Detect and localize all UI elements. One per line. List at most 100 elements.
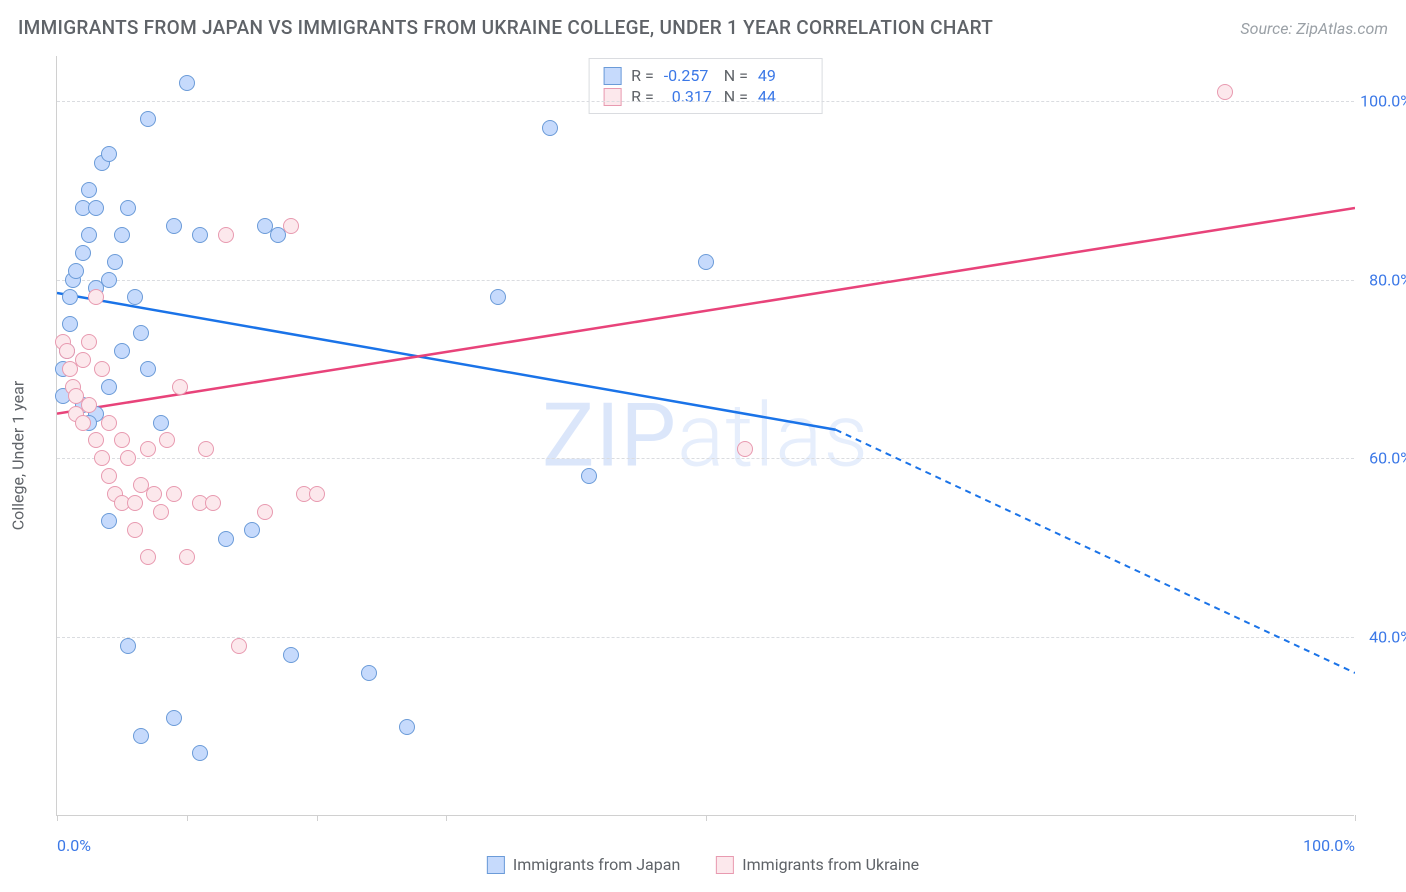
- r-label: R =: [631, 66, 654, 85]
- point-ukraine: [283, 218, 299, 234]
- point-japan: [133, 325, 149, 341]
- point-japan: [399, 719, 415, 735]
- point-japan: [140, 111, 156, 127]
- swatch-ukraine: [603, 88, 621, 106]
- point-ukraine: [59, 343, 75, 359]
- n-label: N =: [724, 87, 748, 106]
- point-ukraine: [88, 432, 104, 448]
- r-label: R =: [631, 87, 654, 106]
- point-ukraine: [127, 522, 143, 538]
- point-ukraine: [81, 334, 97, 350]
- series-legend: Immigrants from Japan Immigrants from Uk…: [487, 855, 919, 874]
- swatch-japan: [603, 67, 621, 85]
- point-ukraine: [101, 468, 117, 484]
- point-ukraine: [94, 450, 110, 466]
- point-japan: [101, 379, 117, 395]
- n-value-japan: 49: [758, 66, 808, 85]
- watermark-thin: atlas: [677, 384, 869, 487]
- point-japan: [361, 665, 377, 681]
- point-ukraine: [205, 495, 221, 511]
- x-tick: [317, 815, 318, 821]
- point-ukraine: [140, 549, 156, 565]
- point-japan: [107, 254, 123, 270]
- y-tick-label: 60.0%: [1358, 449, 1406, 468]
- x-tick-label: 100.0%: [1303, 836, 1355, 855]
- x-tick: [1355, 815, 1356, 821]
- point-ukraine: [159, 432, 175, 448]
- y-tick-label: 80.0%: [1358, 270, 1406, 289]
- plot-area: ZIPatlas R = -0.257 N = 49 R = 0.317 N =…: [56, 56, 1354, 816]
- point-ukraine: [146, 486, 162, 502]
- watermark-bold: ZIP: [542, 384, 677, 487]
- point-japan: [166, 710, 182, 726]
- point-japan: [542, 120, 558, 136]
- point-japan: [140, 361, 156, 377]
- y-tick-label: 100.0%: [1358, 91, 1406, 110]
- point-japan: [698, 254, 714, 270]
- point-japan: [120, 200, 136, 216]
- stats-legend: R = -0.257 N = 49 R = 0.317 N = 44: [588, 58, 823, 114]
- x-tick-label: 0.0%: [57, 836, 91, 855]
- point-japan: [62, 316, 78, 332]
- point-japan: [62, 289, 78, 305]
- point-ukraine: [127, 495, 143, 511]
- point-japan: [127, 289, 143, 305]
- r-value-ukraine: 0.317: [664, 87, 714, 106]
- point-japan: [283, 647, 299, 663]
- point-japan: [581, 468, 597, 484]
- point-japan: [114, 343, 130, 359]
- x-tick: [446, 815, 447, 821]
- stats-row-japan: R = -0.257 N = 49: [603, 65, 808, 86]
- stats-row-ukraine: R = 0.317 N = 44: [603, 86, 808, 107]
- source-attribution: Source: ZipAtlas.com: [1240, 19, 1388, 38]
- correlation-chart: IMMIGRANTS FROM JAPAN VS IMMIGRANTS FROM…: [0, 0, 1406, 892]
- point-japan: [101, 272, 117, 288]
- point-ukraine: [140, 441, 156, 457]
- legend-item-ukraine: Immigrants from Ukraine: [716, 855, 919, 874]
- point-ukraine: [88, 289, 104, 305]
- point-japan: [75, 245, 91, 261]
- point-ukraine: [179, 549, 195, 565]
- point-japan: [133, 728, 149, 744]
- gridline: [57, 101, 1354, 102]
- point-japan: [218, 531, 234, 547]
- legend-label-japan: Immigrants from Japan: [513, 855, 680, 874]
- point-ukraine: [75, 352, 91, 368]
- point-japan: [244, 522, 260, 538]
- point-japan: [120, 638, 136, 654]
- gridline: [57, 637, 1354, 638]
- point-ukraine: [231, 638, 247, 654]
- point-japan: [166, 218, 182, 234]
- x-tick: [187, 815, 188, 821]
- title-bar: IMMIGRANTS FROM JAPAN VS IMMIGRANTS FROM…: [18, 16, 1388, 39]
- point-ukraine: [75, 415, 91, 431]
- point-ukraine: [114, 432, 130, 448]
- point-ukraine: [120, 450, 136, 466]
- r-value-japan: -0.257: [664, 66, 714, 85]
- point-ukraine: [101, 415, 117, 431]
- point-ukraine: [1217, 84, 1233, 100]
- chart-title: IMMIGRANTS FROM JAPAN VS IMMIGRANTS FROM…: [18, 16, 993, 39]
- point-japan: [81, 182, 97, 198]
- point-japan: [101, 513, 117, 529]
- swatch-japan: [487, 856, 505, 874]
- n-label: N =: [724, 66, 748, 85]
- point-japan: [88, 200, 104, 216]
- gridline: [57, 458, 1354, 459]
- point-japan: [490, 289, 506, 305]
- point-japan: [179, 75, 195, 91]
- point-ukraine: [166, 486, 182, 502]
- point-ukraine: [309, 486, 325, 502]
- point-japan: [153, 415, 169, 431]
- point-ukraine: [94, 361, 110, 377]
- point-ukraine: [172, 379, 188, 395]
- n-value-ukraine: 44: [758, 87, 808, 106]
- point-japan: [101, 146, 117, 162]
- point-japan: [114, 227, 130, 243]
- y-axis-label: College, Under 1 year: [9, 381, 28, 531]
- point-ukraine: [198, 441, 214, 457]
- point-ukraine: [257, 504, 273, 520]
- legend-label-ukraine: Immigrants from Ukraine: [742, 855, 919, 874]
- swatch-ukraine: [716, 856, 734, 874]
- x-tick: [57, 815, 58, 821]
